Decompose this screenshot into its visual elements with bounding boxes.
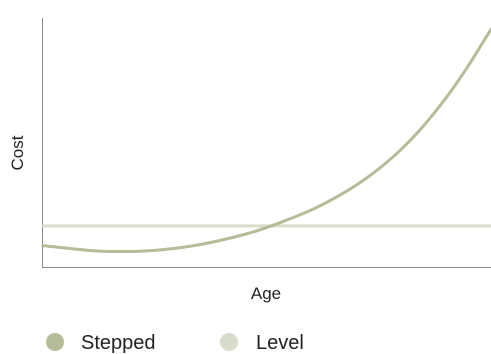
series-layer — [41, 27, 491, 254]
legend-label-stepped: Stepped — [81, 332, 156, 354]
axes — [42, 18, 491, 268]
series-line-stepped — [41, 27, 491, 254]
legend-label-level: Level — [256, 332, 304, 354]
legend-swatch-stepped — [46, 333, 64, 351]
legend: Stepped Level — [46, 332, 304, 354]
y-axis-label: Cost — [8, 135, 27, 170]
legend-swatch-level — [220, 333, 238, 351]
x-axis-label: Age — [251, 284, 281, 303]
